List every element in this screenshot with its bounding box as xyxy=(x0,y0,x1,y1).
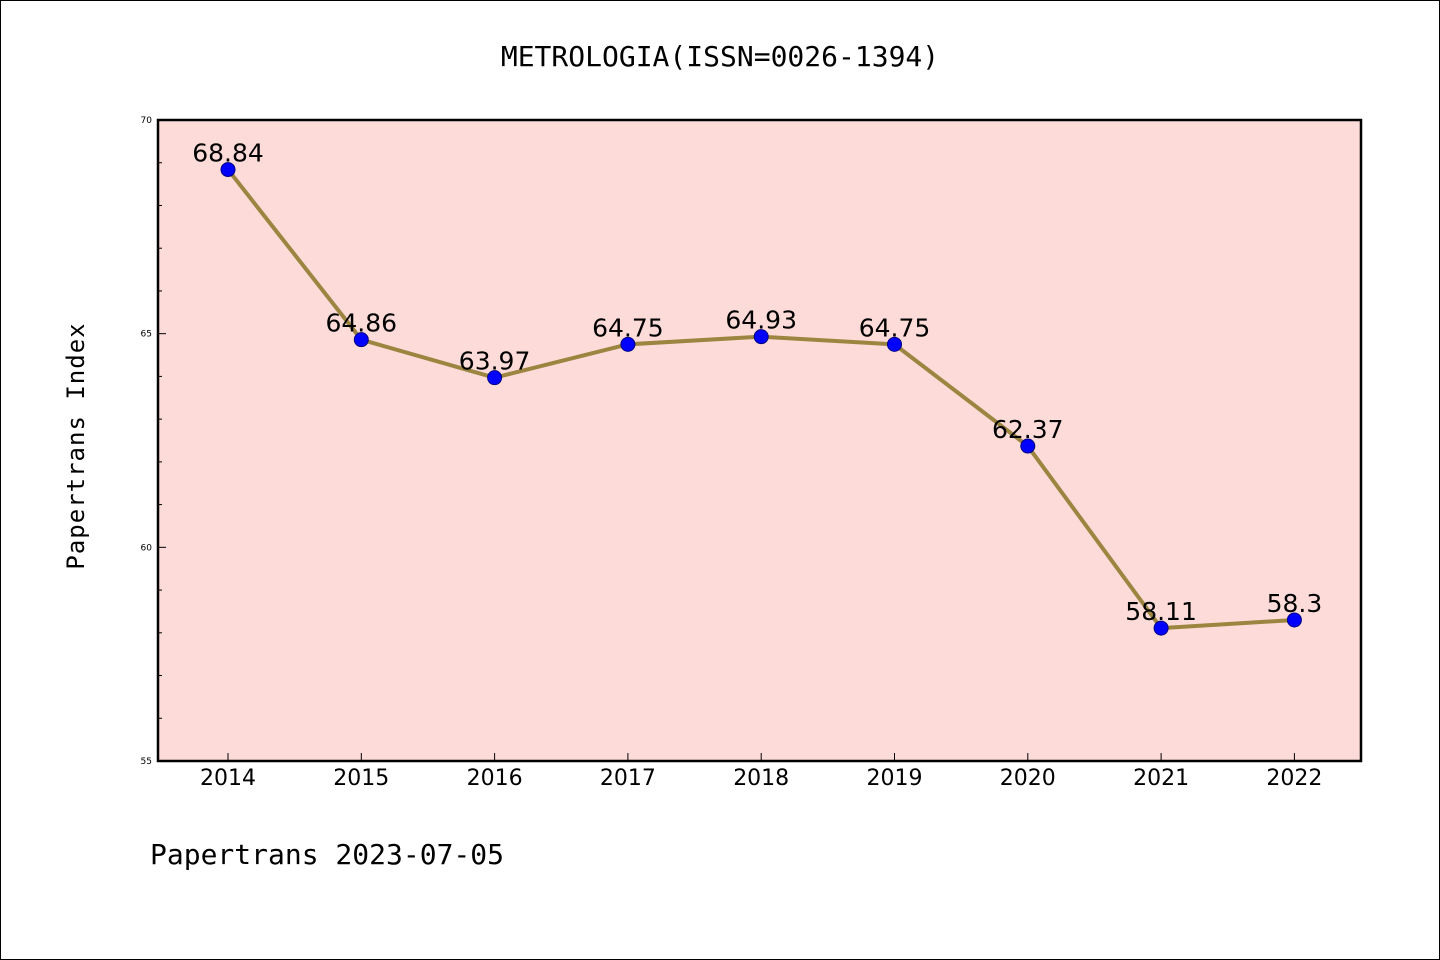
data-label: 58.3 xyxy=(1267,589,1323,618)
data-point xyxy=(1153,620,1169,636)
chart-marks: 55 60 65 70 2014 2015 2016 2017 2018 2019 2020 2021… xyxy=(141,116,1323,791)
x-tick-label: 2019 xyxy=(867,766,923,791)
y-tick-label: 70 xyxy=(141,116,153,126)
data-label: 64.86 xyxy=(326,309,398,338)
x-tick-label: 2015 xyxy=(333,766,389,791)
y-axis-label: Papertrans Index xyxy=(62,322,90,569)
data-label: 64.93 xyxy=(725,306,797,335)
x-tick-label: 2020 xyxy=(1000,766,1056,791)
x-tick-label: 2016 xyxy=(467,766,523,791)
data-label: 64.75 xyxy=(859,313,931,342)
data-point xyxy=(1020,438,1036,454)
y-tick-label: 55 xyxy=(141,757,152,767)
data-label: 63.97 xyxy=(459,347,531,376)
x-tick-label: 2022 xyxy=(1266,766,1322,791)
plot-border xyxy=(156,118,1363,763)
x-tick-label: 2018 xyxy=(733,766,789,791)
x-tick-label: 2021 xyxy=(1133,766,1189,791)
data-label: 64.75 xyxy=(592,313,664,342)
footer-text: Papertrans 2023-07-05 xyxy=(150,838,504,871)
data-point xyxy=(887,336,902,352)
data-point xyxy=(220,162,236,178)
data-label: 58.11 xyxy=(1125,597,1197,626)
x-tick-label: 2017 xyxy=(600,766,656,791)
plot-area xyxy=(158,120,1361,761)
x-tick-label: 2014 xyxy=(200,766,256,791)
data-point xyxy=(753,329,769,345)
data-label: 68.84 xyxy=(192,139,264,168)
data-point xyxy=(1286,612,1302,628)
data-label: 62.37 xyxy=(992,415,1064,444)
data-point xyxy=(620,336,636,352)
y-tick-label: 65 xyxy=(141,330,152,340)
chart-title: METROLOGIA(ISSN=0026-1394) xyxy=(501,40,939,73)
data-point xyxy=(487,370,503,386)
data-point xyxy=(353,332,369,348)
y-tick-label: 60 xyxy=(141,543,153,553)
